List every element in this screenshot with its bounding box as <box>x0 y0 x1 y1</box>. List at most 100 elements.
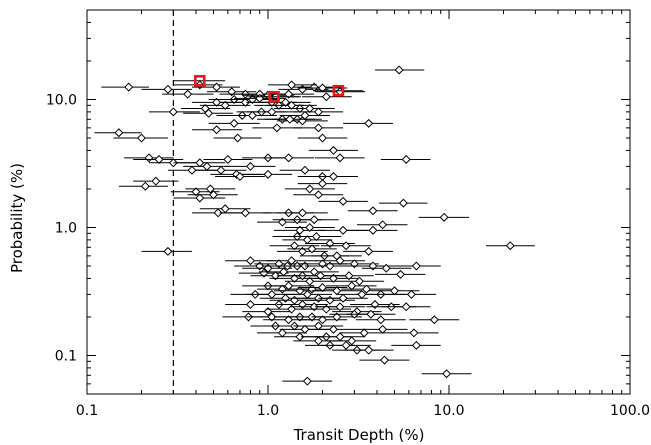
data-point <box>287 100 297 110</box>
data-point <box>245 300 255 310</box>
data-point <box>297 300 307 310</box>
data-point <box>328 324 338 334</box>
data-point <box>297 246 307 256</box>
data-point <box>209 190 219 200</box>
data-point <box>227 87 237 97</box>
highlight-marker <box>268 90 280 103</box>
data-point <box>195 193 205 203</box>
data-point <box>154 154 164 164</box>
data-point <box>183 89 193 99</box>
data-point <box>411 261 421 271</box>
plot-frame <box>86 9 631 395</box>
data-point <box>289 273 299 283</box>
x-axis-label: Transit Depth (%) <box>293 426 425 444</box>
data-point <box>136 133 146 143</box>
data-point <box>309 302 319 312</box>
data-point <box>247 110 257 120</box>
data-point <box>359 328 369 338</box>
data-point <box>284 89 294 99</box>
data-point <box>309 267 319 277</box>
data-point <box>364 246 374 256</box>
data-point <box>281 97 291 107</box>
data-point <box>317 133 327 143</box>
data-point <box>338 196 348 206</box>
data-point <box>287 256 297 266</box>
data-point <box>325 295 335 305</box>
highlight-marker <box>194 74 206 87</box>
data-point <box>368 225 378 235</box>
data-point <box>394 65 404 75</box>
data-point <box>328 172 338 182</box>
data-point <box>305 276 315 286</box>
x-tick-label: 0.1 <box>76 403 98 419</box>
data-point <box>287 80 297 90</box>
data-point <box>202 161 212 171</box>
data-point <box>223 154 233 164</box>
data-point <box>277 328 287 338</box>
data-point <box>144 153 154 163</box>
data-point <box>381 263 391 273</box>
highlight-marker <box>332 84 345 97</box>
data-point <box>335 153 345 163</box>
data-point <box>295 225 305 235</box>
data-point <box>245 161 255 171</box>
data-point <box>321 92 331 102</box>
data-point <box>220 100 230 110</box>
data-point <box>307 244 317 254</box>
data-point <box>195 158 205 168</box>
data-point <box>401 302 411 312</box>
x-tick-label: 1.0 <box>257 403 279 419</box>
data-point <box>376 315 386 325</box>
data-point <box>315 271 326 281</box>
x-tick-label: 10.0 <box>433 403 464 419</box>
data-point <box>328 273 338 283</box>
data-point <box>124 82 134 92</box>
data-point <box>442 369 452 379</box>
data-point <box>205 184 215 194</box>
data-point <box>235 172 245 182</box>
data-point <box>390 286 400 296</box>
y-axis-label: Probability (%) <box>8 163 26 273</box>
y-tick-label: 1.0 <box>55 220 77 236</box>
data-point <box>212 82 222 92</box>
data-point <box>245 256 255 266</box>
data-point <box>325 238 335 248</box>
data-point <box>344 271 354 281</box>
data-point <box>429 315 439 325</box>
data-point <box>300 165 310 175</box>
data-point <box>263 307 273 317</box>
x-tick-label: 100.0 <box>610 403 650 419</box>
data-point <box>378 324 388 334</box>
data-point <box>409 328 419 338</box>
data-point <box>240 97 250 107</box>
data-point <box>347 336 357 346</box>
data-point <box>216 165 226 175</box>
data-point <box>270 271 280 281</box>
data-point <box>309 215 319 225</box>
data-point <box>378 220 388 230</box>
data-point <box>341 340 351 350</box>
data-point <box>364 118 374 128</box>
data-point <box>341 241 351 251</box>
data-point <box>187 165 197 175</box>
data-point <box>354 276 364 286</box>
data-point <box>338 293 348 303</box>
data-point <box>284 153 294 163</box>
y-tick-label: 10.0 <box>46 92 77 108</box>
y-tick-label: 0.1 <box>55 348 77 364</box>
axes: 0.1 1.0 10.0 100.0 0.1 1.0 10.0 <box>46 9 650 419</box>
data-point <box>302 235 312 245</box>
data-point <box>364 345 374 355</box>
data-point <box>267 312 277 322</box>
data-point <box>300 110 310 120</box>
data-point <box>338 225 348 235</box>
data-point <box>361 284 371 294</box>
data-point <box>401 154 411 164</box>
data-point <box>305 222 315 232</box>
data-point <box>281 293 291 303</box>
data-point <box>213 208 223 218</box>
data-point <box>300 324 310 334</box>
data-point <box>332 312 342 322</box>
data-point <box>151 176 161 186</box>
